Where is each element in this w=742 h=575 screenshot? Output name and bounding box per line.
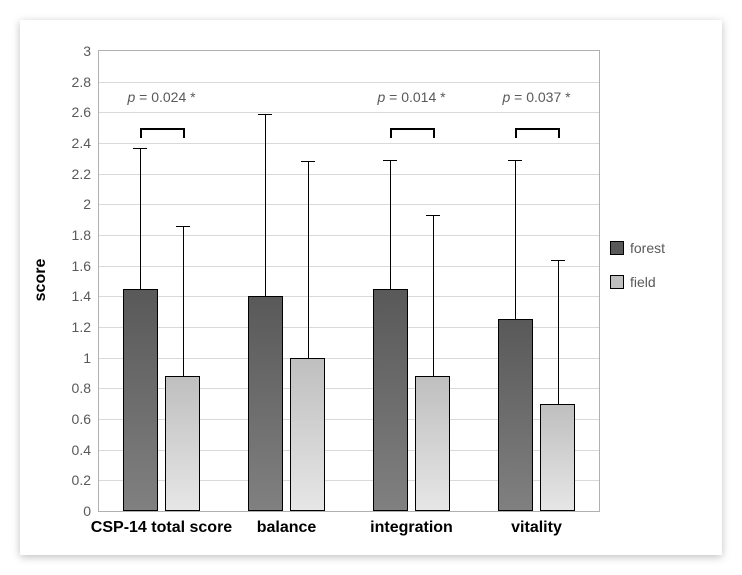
error-cap (301, 161, 315, 162)
ytick-label: 0.4 (72, 442, 91, 458)
bar-field (415, 376, 450, 511)
legend-label: forest (630, 240, 665, 256)
ytick-label: 2.8 (72, 74, 91, 90)
ytick-label: 0.2 (72, 472, 91, 488)
error-bar (515, 160, 516, 319)
ytick-label: 0.8 (72, 380, 91, 396)
gridline (99, 82, 599, 83)
significance-bracket-tick (515, 128, 517, 139)
gridline (99, 112, 599, 113)
bar-forest (123, 289, 158, 511)
ytick-label: 1 (83, 350, 91, 366)
legend-swatch (610, 241, 624, 255)
y-axis-label: score (32, 259, 50, 302)
error-bar (183, 226, 184, 376)
error-bar (390, 160, 391, 289)
gridline (99, 235, 599, 236)
significance-bracket (390, 128, 433, 130)
significance-bracket-tick (140, 128, 142, 139)
ytick-label: 1.4 (72, 288, 91, 304)
chart-card: 0 0.2 0.4 0.6 0.8 1 1.2 1.4 1.6 1.8 2 2.2 2.4 2.6 2.8 3… (20, 20, 722, 555)
significance-bracket-tick (558, 128, 560, 139)
ytick-label: 3 (83, 43, 91, 59)
error-cap (508, 160, 522, 161)
ytick-label: 0.6 (72, 411, 91, 427)
significance-bracket (140, 128, 183, 130)
error-bar (140, 148, 141, 289)
error-cap (176, 226, 190, 227)
error-cap (383, 160, 397, 161)
xtick-label: CSP-14 total score (91, 519, 232, 537)
bar-forest (248, 296, 283, 511)
legend-swatch (610, 275, 624, 289)
ytick-label: 0 (83, 503, 91, 519)
bar-field (165, 376, 200, 511)
xtick-label: integration (370, 519, 453, 537)
legend: forest field (610, 240, 665, 308)
ytick-label: 1.2 (72, 319, 91, 335)
bar-forest (373, 289, 408, 511)
error-bar (265, 114, 266, 296)
ytick-label: 1.8 (72, 227, 91, 243)
legend-item: forest (610, 240, 665, 256)
significance-label: p = 0.037 * (502, 89, 570, 105)
ytick-label: 2.4 (72, 135, 91, 151)
gridline (99, 143, 599, 144)
ytick-label: 2.6 (72, 104, 91, 120)
bar-field (290, 358, 325, 511)
ytick-label: 2.2 (72, 166, 91, 182)
legend-item: field (610, 274, 665, 290)
error-bar (558, 260, 559, 404)
bar-forest (498, 319, 533, 511)
ytick-label: 2 (83, 196, 91, 212)
bar-field (540, 404, 575, 511)
plot-area: 00.20.40.60.811.21.41.61.822.22.42.62.83… (98, 50, 600, 512)
error-bar (308, 161, 309, 357)
significance-bracket-tick (390, 128, 392, 139)
significance-bracket-tick (433, 128, 435, 139)
error-cap (551, 260, 565, 261)
error-bar (433, 215, 434, 376)
xtick-label: balance (257, 519, 317, 537)
legend-label: field (630, 274, 656, 290)
error-cap (426, 215, 440, 216)
error-cap (258, 114, 272, 115)
gridline (99, 174, 599, 175)
xtick-label: vitality (511, 519, 562, 537)
gridline (99, 204, 599, 205)
gridline (99, 266, 599, 267)
significance-bracket-tick (183, 128, 185, 139)
significance-label: p = 0.014 * (377, 89, 445, 105)
gridline (99, 296, 599, 297)
significance-label: p = 0.024 * (127, 89, 195, 105)
ytick-label: 1.6 (72, 258, 91, 274)
error-cap (133, 148, 147, 149)
significance-bracket (515, 128, 558, 130)
